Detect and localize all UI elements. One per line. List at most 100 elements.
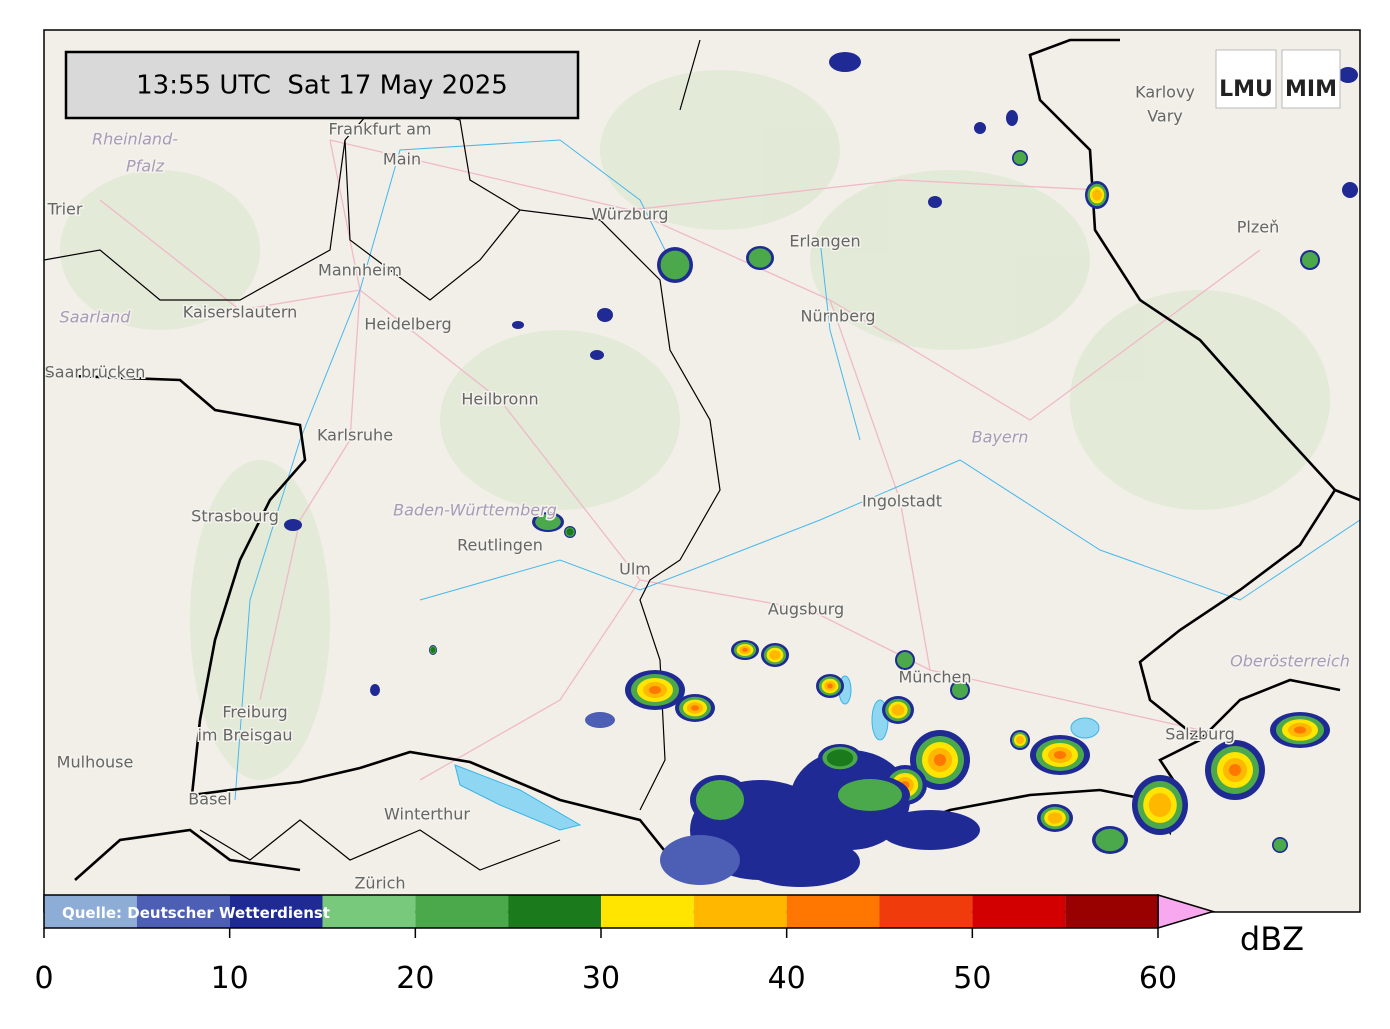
echo <box>691 705 699 711</box>
place-label: Reutlingen <box>457 536 543 555</box>
colorbar-tick-label: 50 <box>953 961 991 996</box>
echo <box>742 648 748 652</box>
place-label: Erlangen <box>789 232 860 251</box>
echo <box>597 308 613 322</box>
forest-areas <box>60 70 1330 780</box>
echo <box>649 686 661 694</box>
country-borders <box>44 38 1360 881</box>
echo <box>660 835 740 885</box>
echo <box>1148 793 1172 817</box>
place-label: Kaiserslautern <box>183 303 298 322</box>
colorbar-segment <box>508 895 601 928</box>
colorbar-segment <box>879 895 973 928</box>
place-label: Plzeň <box>1237 218 1279 237</box>
echo <box>512 321 524 329</box>
echo <box>880 810 980 850</box>
echo <box>952 682 968 698</box>
place-label: Mannheim <box>318 261 402 280</box>
data-source: Quelle: Deutscher Wetterdienst <box>62 904 330 922</box>
place-label: Oberösterreich <box>1230 652 1350 671</box>
echo <box>1273 838 1287 852</box>
colorbar-segment <box>972 895 1066 928</box>
place-label: Saarbrücken <box>45 363 146 382</box>
colorbar-segment <box>229 895 323 928</box>
colorbar-segment <box>415 895 509 928</box>
place-label: Basel <box>188 790 231 809</box>
echo <box>590 350 604 360</box>
place-label: Bayern <box>972 428 1029 447</box>
place-label: Heidelberg <box>364 315 451 334</box>
echo <box>1342 182 1358 198</box>
echo <box>696 780 744 820</box>
colorbar-tick-label: 10 <box>211 961 249 996</box>
place-label: Karlovy <box>1135 83 1195 102</box>
logo-left: LMU <box>1219 77 1273 102</box>
colorbar-tick-label: 20 <box>396 961 434 996</box>
place-label: Pfalz <box>126 157 165 176</box>
logo-right-box <box>1281 49 1341 109</box>
echo <box>826 749 854 767</box>
colorbar-segment <box>44 895 137 928</box>
echo <box>566 528 574 536</box>
place-label: Rheinland- <box>92 130 178 149</box>
echo <box>1016 736 1024 744</box>
logo-left-box <box>1215 49 1277 109</box>
place-label: Mulhouse <box>57 753 134 772</box>
place-label: Würzburg <box>591 205 668 224</box>
place-label: Trier <box>47 200 83 219</box>
place-label: Ulm <box>619 560 651 579</box>
echo <box>928 196 942 208</box>
place-label: Augsburg <box>768 600 844 619</box>
echo <box>740 837 860 887</box>
echo <box>838 779 902 811</box>
echo <box>827 683 833 689</box>
colorbar-tick-label: 40 <box>768 961 806 996</box>
place-label: Vary <box>1147 107 1183 126</box>
radar-echoes <box>284 52 1358 887</box>
echo <box>897 652 913 668</box>
echo <box>535 514 561 530</box>
place-label: Frankfurt am <box>329 120 432 139</box>
echo <box>1229 764 1241 776</box>
place-label: Karlsruhe <box>317 426 393 445</box>
echo <box>934 754 946 766</box>
echo <box>1047 812 1063 824</box>
echo <box>769 650 781 660</box>
echo <box>1095 828 1125 852</box>
colorbar: Quelle: Deutscher Wetterdienst 0 10 20 30 40 5… <box>34 893 1304 996</box>
echo <box>370 684 380 696</box>
echo <box>829 52 861 72</box>
echo <box>1294 726 1306 734</box>
place-label: Winterthur <box>384 805 470 824</box>
colorbar-tick-label: 0 <box>34 961 53 996</box>
echo <box>284 519 302 531</box>
echo <box>660 250 690 280</box>
lakes <box>454 675 1100 831</box>
echo <box>1013 151 1027 165</box>
colorbar-tick-label: 30 <box>582 961 620 996</box>
colorbar-segment <box>693 895 787 928</box>
echo <box>1054 751 1066 759</box>
echo <box>891 704 905 716</box>
place-label: München <box>898 668 971 687</box>
place-label: Heilbronn <box>461 390 538 409</box>
echo <box>748 248 772 268</box>
colorbar-segment <box>136 895 230 928</box>
rivers <box>234 139 1360 801</box>
place-label: Nürnberg <box>801 307 876 326</box>
place-label: Salzburg <box>1165 725 1235 744</box>
echo <box>1006 110 1018 126</box>
colorbar-segment <box>601 895 694 928</box>
echo <box>585 712 615 728</box>
colorbar-segment <box>322 895 416 928</box>
colorbar-segment <box>1065 895 1158 928</box>
echo <box>1092 189 1102 201</box>
echo <box>430 647 436 653</box>
echo <box>974 122 986 134</box>
place-label: Zürich <box>354 874 405 893</box>
place-label: Strasbourg <box>191 507 279 526</box>
colorbar-segment <box>786 895 880 928</box>
map: Frankfurt am Main Rheinland- Pfalz Trier Würz… <box>44 30 1360 912</box>
place-labels: Frankfurt am Main Rheinland- Pfalz Trier Würz… <box>44 81 1351 894</box>
